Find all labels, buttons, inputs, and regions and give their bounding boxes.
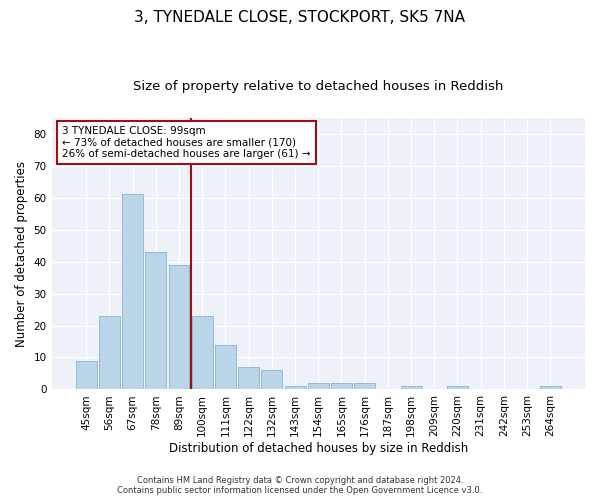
- Text: 3 TYNEDALE CLOSE: 99sqm
← 73% of detached houses are smaller (170)
26% of semi-d: 3 TYNEDALE CLOSE: 99sqm ← 73% of detache…: [62, 126, 311, 159]
- Y-axis label: Number of detached properties: Number of detached properties: [15, 160, 28, 346]
- Bar: [145, 252, 166, 390]
- Bar: [122, 194, 143, 390]
- Bar: [284, 386, 305, 390]
- X-axis label: Distribution of detached houses by size in Reddish: Distribution of detached houses by size …: [169, 442, 468, 455]
- Bar: [76, 360, 97, 390]
- Bar: [540, 386, 561, 390]
- Text: Contains HM Land Registry data © Crown copyright and database right 2024.
Contai: Contains HM Land Registry data © Crown c…: [118, 476, 482, 495]
- Bar: [447, 386, 468, 390]
- Bar: [238, 367, 259, 390]
- Bar: [215, 344, 236, 390]
- Bar: [262, 370, 283, 390]
- Bar: [99, 316, 120, 390]
- Bar: [401, 386, 422, 390]
- Title: Size of property relative to detached houses in Reddish: Size of property relative to detached ho…: [133, 80, 503, 93]
- Bar: [308, 383, 329, 390]
- Bar: [331, 383, 352, 390]
- Bar: [169, 265, 190, 390]
- Text: 3, TYNEDALE CLOSE, STOCKPORT, SK5 7NA: 3, TYNEDALE CLOSE, STOCKPORT, SK5 7NA: [134, 10, 466, 25]
- Bar: [192, 316, 212, 390]
- Bar: [354, 383, 375, 390]
